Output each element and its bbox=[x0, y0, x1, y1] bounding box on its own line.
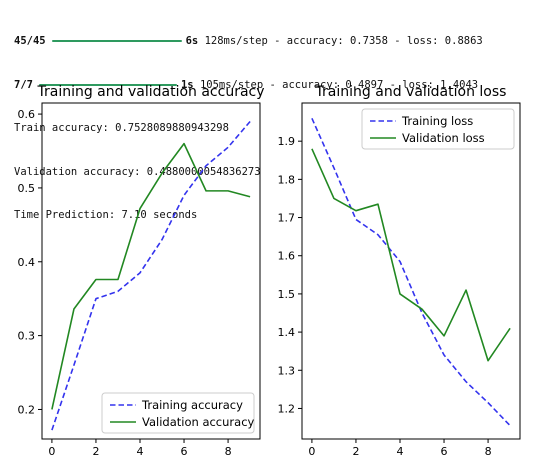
step-metrics: 128ms/step - accuracy: 0.7358 - loss: 0.… bbox=[204, 35, 483, 47]
y-tick-label: 1.7 bbox=[278, 212, 296, 225]
charts-figure: Training and validation accuracy 0 2 4 6 8 0.2… bbox=[18, 84, 521, 458]
series-line-validation bbox=[311, 148, 511, 362]
x-tick-label: 2 bbox=[352, 445, 359, 458]
legend-label: Training loss bbox=[401, 114, 473, 128]
series-line-validation bbox=[51, 142, 251, 410]
axes-frame bbox=[301, 102, 521, 440]
progress-bar bbox=[38, 83, 177, 86]
legend-label: Validation accuracy bbox=[142, 415, 255, 429]
console-output: 45/45 6s 128ms/step - accuracy: 0.7358 -… bbox=[14, 5, 544, 237]
y-tick-label: 1.3 bbox=[278, 364, 296, 377]
time-prediction-text: Time Prediction: 7.10 seconds bbox=[14, 209, 198, 221]
x-tick-label: 0 bbox=[308, 445, 315, 458]
y-tick-label: 0.5 bbox=[18, 182, 36, 195]
progress-line-1: 45/45 6s 128ms/step - accuracy: 0.7358 -… bbox=[14, 34, 544, 49]
y-tick-label: 1.4 bbox=[278, 326, 296, 339]
step-metrics: 105ms/step - accuracy: 0.4897 - loss: 1.… bbox=[199, 78, 479, 91]
x-tick-label: 6 bbox=[441, 445, 448, 458]
legend-label: Validation loss bbox=[402, 131, 485, 145]
y-tick-label: 0.2 bbox=[18, 403, 36, 416]
progress-line-2: 7/7 1s 105ms/step - accuracy: 0.4897 - l… bbox=[14, 78, 544, 93]
legend-box bbox=[361, 108, 515, 150]
x-tick-label: 0 bbox=[48, 445, 55, 458]
chart-legend: Training accuracy Validation accuracy bbox=[101, 392, 255, 434]
legend-box bbox=[101, 392, 255, 434]
chart-title: Training and validation loss bbox=[315, 84, 507, 100]
x-tick-label: 4 bbox=[396, 445, 403, 458]
step-counter: 7/7 bbox=[14, 78, 33, 91]
series-line-training bbox=[311, 117, 511, 427]
y-tick-label: 0.3 bbox=[18, 330, 36, 343]
step-time: 1s bbox=[180, 78, 194, 91]
chart-title: Training and validation accuracy bbox=[36, 84, 264, 100]
progress-bar bbox=[51, 40, 182, 43]
x-tick-label: 2 bbox=[92, 445, 99, 458]
x-tick-label: 8 bbox=[225, 445, 232, 458]
x-tick-label: 8 bbox=[485, 445, 492, 458]
y-tick-label: 1.9 bbox=[278, 135, 296, 148]
y-tick-label: 1.5 bbox=[278, 288, 296, 301]
y-tick-label: 1.2 bbox=[278, 402, 296, 415]
series-line-training bbox=[51, 120, 251, 431]
axes-frame bbox=[41, 102, 261, 440]
y-tick-label: 1.8 bbox=[278, 173, 296, 186]
y-tick-label: 0.6 bbox=[18, 108, 36, 121]
validation-accuracy-text: Validation accuracy: 0.4880000054836273 bbox=[14, 165, 261, 178]
train-accuracy-text: Train accuracy: 0.7528089880943298 bbox=[14, 122, 229, 134]
y-tick-label: 0.4 bbox=[18, 256, 36, 269]
accuracy-chart: Training and validation accuracy 0 2 4 6 8 0.2… bbox=[18, 84, 265, 458]
step-time: 6s bbox=[185, 35, 199, 47]
loss-chart: Training and validation loss 0 2 4 6 8 1.2 1.3 1… bbox=[278, 84, 521, 458]
legend-label: Training accuracy bbox=[141, 398, 243, 412]
x-tick-label: 6 bbox=[181, 445, 188, 458]
step-counter: 45/45 bbox=[14, 35, 46, 47]
y-tick-label: 1.6 bbox=[278, 250, 296, 263]
chart-legend: Training loss Validation loss bbox=[361, 108, 515, 150]
x-tick-label: 4 bbox=[136, 445, 143, 458]
